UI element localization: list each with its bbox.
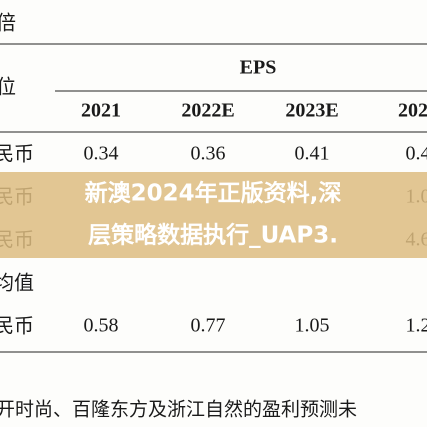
cell: 0.41 xyxy=(295,143,330,165)
group-header: EPS xyxy=(240,57,277,79)
column-header: 2022E xyxy=(181,100,234,122)
cell: 0.4 xyxy=(406,143,427,165)
column-header: 2024 xyxy=(398,100,427,122)
row-label: 均值 xyxy=(0,271,34,295)
unit-label: 位 xyxy=(0,75,16,99)
banner-line: 新澳2024年正版资料,深 xyxy=(85,180,342,207)
top-label: 倍 xyxy=(0,11,16,35)
column-header: 2021 xyxy=(81,100,121,122)
row-label: 民币 xyxy=(0,314,34,338)
banner-line: 层策略数据执行_UAP3. xyxy=(88,222,338,249)
column-header: 2023E xyxy=(285,100,338,122)
cell: 0.34 xyxy=(84,143,119,165)
row-label: 民币 xyxy=(0,142,34,166)
banner-band xyxy=(0,172,427,258)
cell: 0.77 xyxy=(191,315,226,337)
footnote: 开时尚、百隆东方及浙江自然的盈利预测未 xyxy=(0,399,357,421)
cell: 0.58 xyxy=(84,315,119,337)
cell: 1.2 xyxy=(406,315,427,337)
cell: 1.05 xyxy=(295,315,330,337)
cell: 0.36 xyxy=(191,143,226,165)
